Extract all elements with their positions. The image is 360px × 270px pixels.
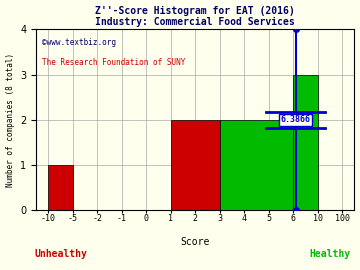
Text: 6.3866: 6.3866 bbox=[280, 115, 311, 124]
Y-axis label: Number of companies (8 total): Number of companies (8 total) bbox=[5, 53, 14, 187]
Bar bbox=[293, 75, 318, 210]
Text: Healthy: Healthy bbox=[309, 249, 351, 259]
X-axis label: Score: Score bbox=[181, 237, 210, 247]
Bar bbox=[48, 165, 73, 210]
Text: Unhealthy: Unhealthy bbox=[34, 249, 87, 259]
Bar bbox=[171, 120, 220, 210]
Title: Z''-Score Histogram for EAT (2016)
Industry: Commercial Food Services: Z''-Score Histogram for EAT (2016) Indus… bbox=[95, 6, 295, 27]
Text: ©www.textbiz.org: ©www.textbiz.org bbox=[42, 38, 116, 48]
Text: The Research Foundation of SUNY: The Research Foundation of SUNY bbox=[42, 58, 186, 67]
Bar bbox=[220, 120, 293, 210]
